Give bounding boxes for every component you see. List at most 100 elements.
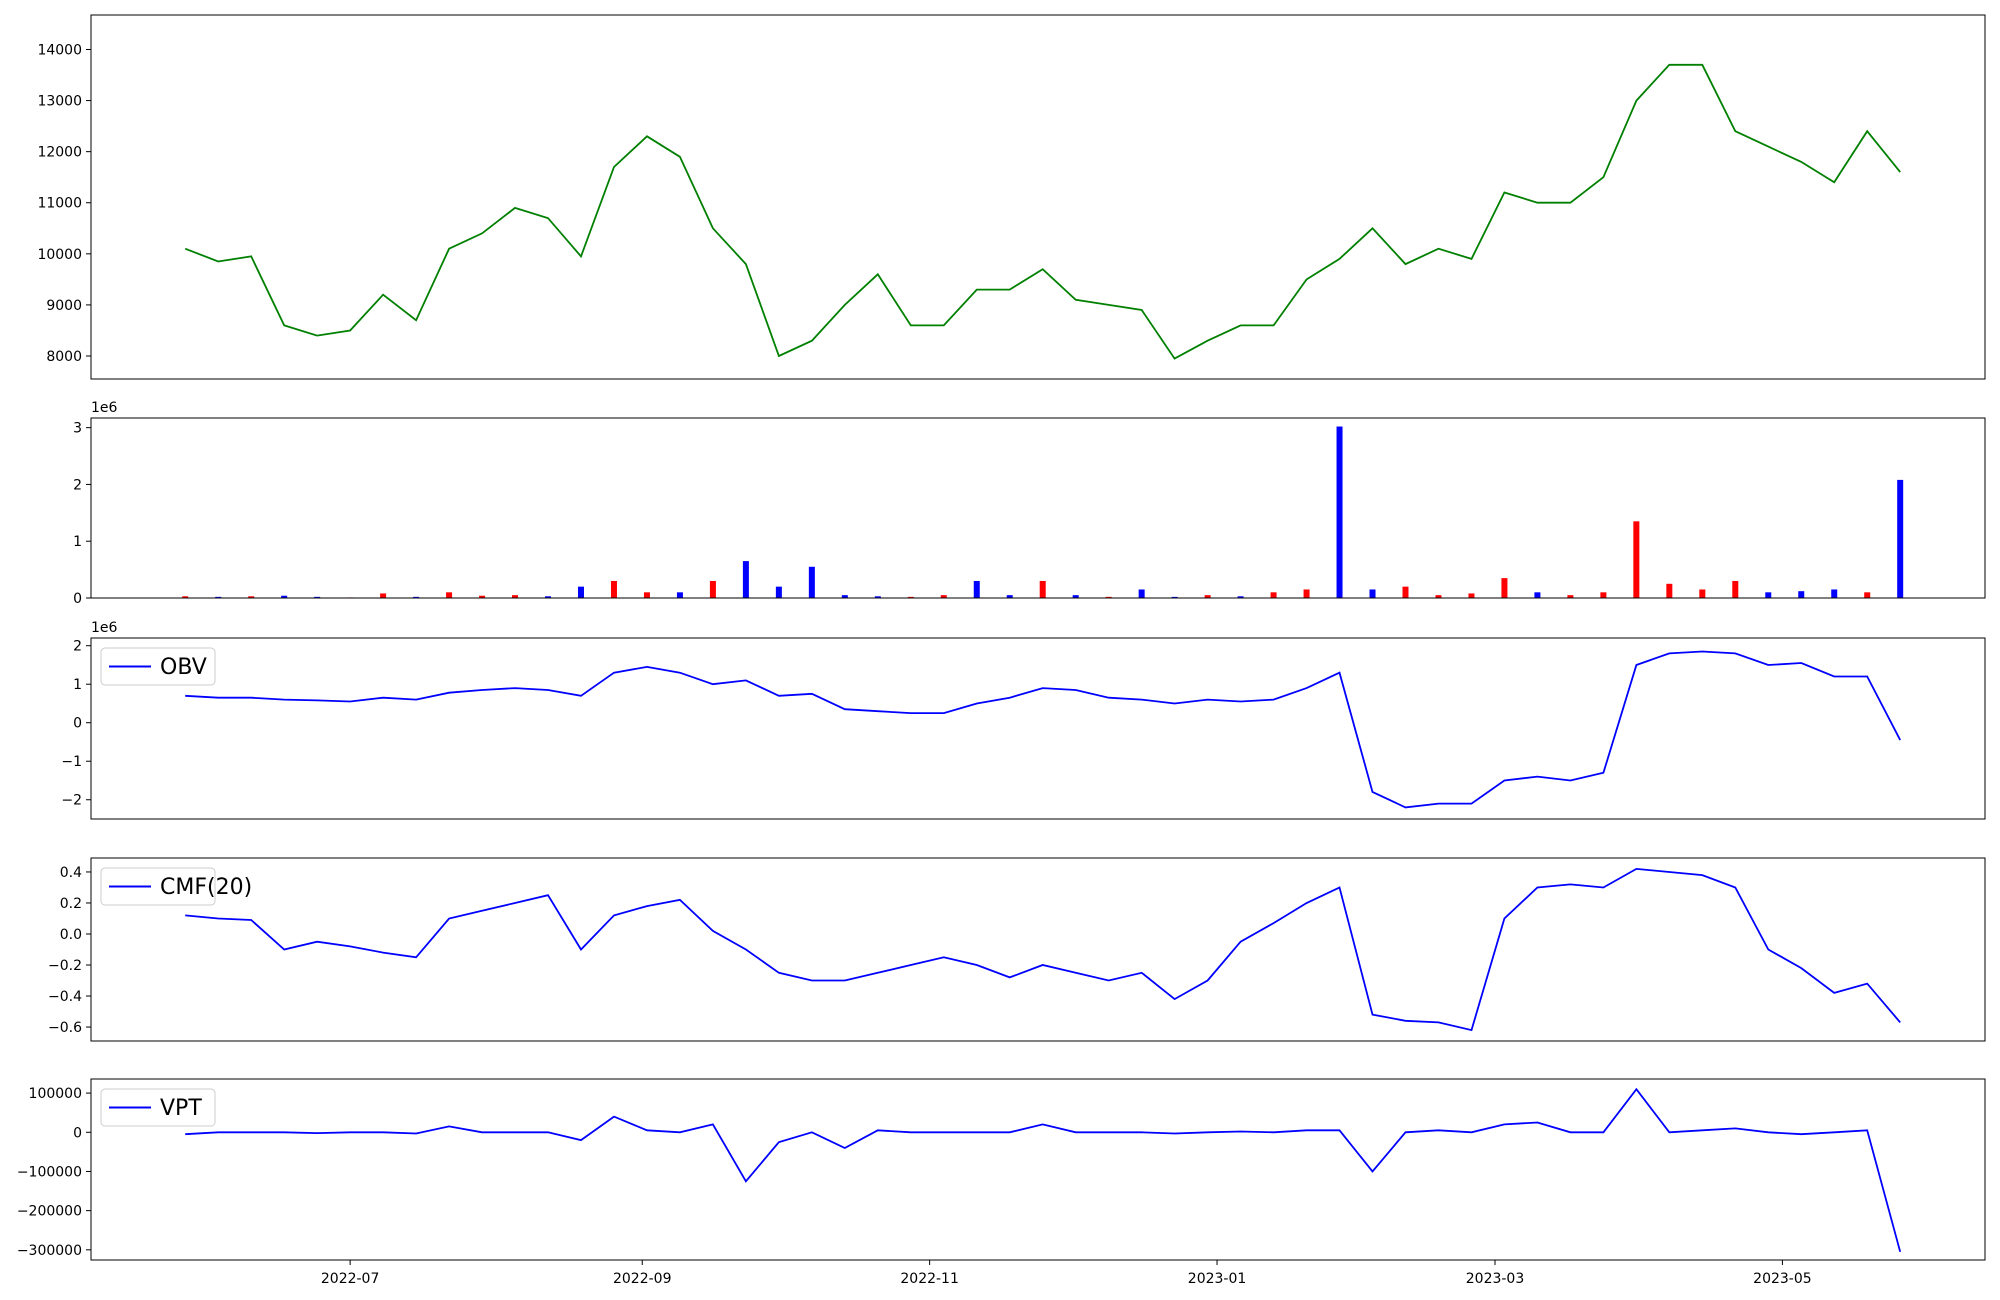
y-offset-label: 1e6 [91, 620, 118, 636]
bar [413, 596, 420, 598]
x-tick-label: 2023-01 [1188, 1271, 1247, 1287]
bar [973, 580, 980, 598]
bar [545, 596, 552, 598]
y-tick-label: 0.0 [60, 927, 82, 943]
bar [1402, 586, 1409, 598]
y-tick-label: 8000 [46, 349, 82, 365]
legend-label: CMF(20) [160, 875, 252, 900]
bar [512, 595, 519, 598]
bar [709, 580, 716, 598]
x-tick-label: 2022-11 [900, 1271, 959, 1287]
bar [1732, 580, 1739, 598]
line [185, 1087, 1902, 1253]
y-tick-label: 10000 [37, 247, 82, 263]
y-tick-label: 0 [73, 591, 82, 607]
bar [1765, 592, 1772, 598]
y-tick-label: −0.6 [48, 1020, 82, 1036]
x-tick-label: 2022-09 [613, 1271, 672, 1287]
bar [940, 595, 947, 598]
panel: 8000 9000 10000 11000 12000 13000 14000 [37, 14, 1986, 380]
bar [907, 596, 914, 598]
bar [1039, 580, 1046, 598]
y-tick-label: 3 [73, 421, 82, 437]
bar [610, 580, 617, 598]
y-tick-label: −0.4 [48, 989, 82, 1005]
bar [1468, 593, 1475, 598]
bar [1006, 595, 1013, 598]
panel: −300000 −200000 −100000 0 100000 2022-07 2022-… [17, 1078, 1986, 1287]
bar [1831, 589, 1838, 598]
bar [1534, 592, 1541, 598]
bar [1105, 596, 1112, 598]
bar [248, 596, 255, 598]
y-tick-label: −2 [61, 793, 82, 809]
legend: VPT [100, 1088, 216, 1127]
x-tick-label: 2022-07 [321, 1271, 380, 1287]
line [185, 867, 1901, 1032]
axes-frame [90, 1078, 1986, 1261]
x-tick-label: 2023-05 [1753, 1271, 1812, 1287]
bar [1600, 592, 1607, 598]
y-tick-label: 0.2 [60, 896, 82, 912]
legend-box [100, 647, 216, 686]
bar [676, 592, 683, 598]
bar [1336, 426, 1343, 598]
y-tick-label: 0 [73, 716, 82, 732]
panel: −0.6 −0.4 −0.2 0.0 0.2 0.4 CMF(20) [48, 857, 1986, 1042]
y-tick-label: 12000 [37, 145, 82, 161]
bar [1138, 589, 1145, 598]
bar [742, 561, 749, 598]
legend: CMF(20) [100, 867, 252, 906]
y-tick-label: 13000 [37, 94, 82, 110]
x-tick-label: 2023-03 [1466, 1271, 1525, 1287]
bar [874, 596, 881, 598]
y-tick-label: 0.4 [60, 865, 82, 881]
bar [380, 593, 387, 598]
y-tick-label: 9000 [46, 298, 82, 314]
legend: OBV [100, 647, 216, 686]
legend-box [100, 1088, 216, 1127]
line [185, 650, 1901, 809]
y-tick-label: −300000 [17, 1243, 82, 1259]
bar [1864, 592, 1871, 598]
bar [1204, 595, 1211, 598]
panel: 0 1 2 3 1e6 [73, 400, 1986, 607]
axes-frame [90, 857, 1986, 1042]
y-tick-label: 2 [73, 639, 82, 655]
legend-label: OBV [160, 655, 207, 680]
bar [281, 595, 288, 598]
y-tick-label: 11000 [37, 196, 82, 212]
legend-box [100, 867, 216, 906]
axes-frame [90, 14, 1986, 380]
y-tick-label: 1 [73, 677, 82, 693]
bar [1270, 592, 1277, 598]
axes-frame [90, 417, 1986, 599]
axes-frame [90, 637, 1986, 820]
y-tick-label: −0.2 [48, 958, 82, 974]
y-tick-label: −200000 [17, 1204, 82, 1220]
y-tick-label: 0 [73, 1125, 82, 1141]
bar [1435, 595, 1442, 598]
bar [1072, 595, 1079, 598]
bar [643, 592, 650, 598]
bar [314, 596, 321, 598]
bar [1666, 583, 1673, 598]
bar [1798, 591, 1805, 598]
bar [1633, 521, 1640, 598]
y-tick-label: 2 [73, 477, 82, 493]
bar [1369, 589, 1376, 598]
y-tick-label: −100000 [17, 1164, 82, 1180]
bar [1501, 578, 1508, 598]
bar [1171, 596, 1178, 598]
bar [215, 596, 222, 598]
bar [577, 586, 584, 598]
line [184, 63, 1901, 360]
y-offset-label: 1e6 [91, 400, 118, 416]
bar [182, 596, 189, 598]
bar [775, 586, 782, 598]
bar [1303, 589, 1310, 598]
bar [446, 592, 453, 598]
bar [808, 566, 815, 598]
